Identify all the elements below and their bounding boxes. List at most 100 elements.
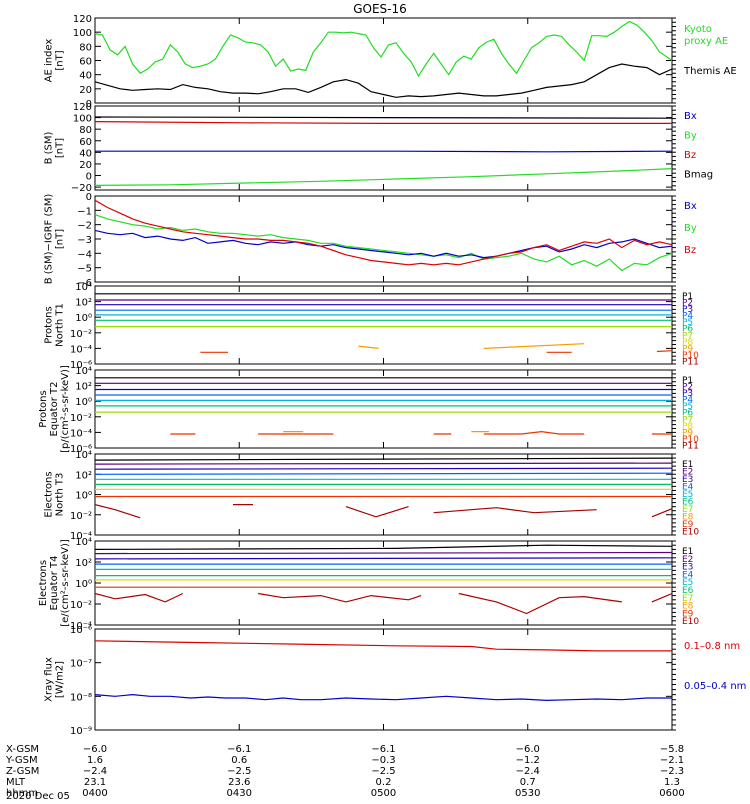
series-line-p10 <box>656 350 672 353</box>
y-tick-label: 100 <box>73 114 92 125</box>
series-line-p10 <box>483 430 585 435</box>
legend-label: P10 <box>682 435 699 445</box>
axis-tick-value: −0.3 <box>371 755 395 766</box>
y-tick-label: 80 <box>79 125 92 136</box>
y-axis-label: [W/m2] <box>55 661 66 698</box>
y-axis-label: B (SM)−IGRF (SM) <box>44 194 55 285</box>
y-tick-label: 120 <box>73 102 92 113</box>
series-line-p9 <box>483 343 585 349</box>
axis-tick-value: 23.6 <box>228 777 250 788</box>
y-tick-label: −1 <box>77 206 92 217</box>
panel-electrons-t3: 10⁴ 10² 10⁰ 10⁻² 10⁻⁴ Electrons North T3 E1E2E3… <box>44 450 700 542</box>
legend-label: By <box>684 223 697 234</box>
y-axis-label: Xray flux <box>44 657 55 702</box>
series-line-e2 <box>95 551 672 555</box>
series-group <box>95 116 672 186</box>
legend-label: proxy AE <box>684 36 728 47</box>
series-line-e9 <box>651 508 672 518</box>
axis-tick-value: 0600 <box>659 788 684 799</box>
legend-label: P8 <box>682 422 693 432</box>
y-tick-label: 10⁻⁹ <box>70 726 92 737</box>
y-tick-label: 0 <box>86 99 92 110</box>
series-line-bx <box>95 150 672 153</box>
y-tick-label: 10⁻² <box>70 413 92 424</box>
legend-label: P9 <box>682 428 693 438</box>
axis-tick-value: 0.6 <box>231 755 247 766</box>
legend-label: P5 <box>682 402 693 412</box>
axis-tick-value: −2.3 <box>660 766 684 777</box>
series-line-e9 <box>651 592 672 603</box>
axis-tick-value: −6.0 <box>516 744 540 755</box>
series-line-bmag <box>95 116 672 119</box>
axis-tick-value: 0530 <box>515 788 540 799</box>
panel-electrons-t4: 10⁴ 10² 10⁰ 10⁻² 10⁻⁴ Electrons Equator T4 [e/(… <box>38 537 699 632</box>
series-line-e1 <box>95 544 672 550</box>
panel-frame <box>94 628 673 731</box>
series-line-bx <box>95 229 672 259</box>
series-group <box>95 20 672 98</box>
legend-label: P11 <box>682 357 699 367</box>
legend-label: E7 <box>682 594 693 604</box>
y-tick-label: 10⁻⁶ <box>70 625 92 636</box>
legend-label: E3 <box>682 475 693 485</box>
axis-tick-value: 0400 <box>82 788 107 799</box>
legend-label: P8 <box>682 338 693 348</box>
series-line-by <box>95 214 672 272</box>
y-tick-label: 10⁻⁴ <box>70 621 92 632</box>
y-tick-label: 10² <box>75 470 92 481</box>
series-line-e9 <box>433 507 597 514</box>
y-tick-label: 10² <box>75 298 92 309</box>
series-line-bz <box>95 121 672 124</box>
legend-label: Themis AE <box>683 66 737 77</box>
y-axis-label: Electrons <box>38 560 49 606</box>
legend-label: E6 <box>682 498 694 508</box>
axis-tick-value: −5.8 <box>660 744 684 755</box>
legend-label: E2 <box>682 555 693 565</box>
axis-row-label: X-GSM <box>6 744 39 755</box>
axis-tick-value: −2.5 <box>227 766 251 777</box>
y-axis-label: [nT] <box>55 138 66 158</box>
y-axis-label: [p/(cm²-s-sr-keV)] <box>60 365 71 453</box>
y-axis-label: North T1 <box>55 303 66 347</box>
series-group <box>95 199 672 272</box>
y-axis-label: North T3 <box>55 473 66 517</box>
legend-label: E6 <box>682 586 694 596</box>
y-axis-label: Protons <box>44 306 55 343</box>
legend-label: E2 <box>682 468 693 478</box>
y-tick-label: −6 <box>77 278 92 289</box>
legend-label: P7 <box>682 415 693 425</box>
y-tick-label: 0 <box>86 192 92 203</box>
series-line-themis-ae <box>95 63 672 98</box>
legend-label: P2 <box>682 383 693 393</box>
legend-label: P3 <box>682 305 693 315</box>
legend-label: P10 <box>682 351 699 361</box>
axis-tick-value: 0.7 <box>520 777 536 788</box>
panel-frame <box>94 195 673 283</box>
legend-label: Bx <box>684 201 697 212</box>
y-tick-label: 10⁻⁴ <box>70 428 92 439</box>
y-tick-label: 20 <box>79 85 92 96</box>
legend-label: P4 <box>682 396 693 406</box>
axis-tick-value: 1.3 <box>664 777 680 788</box>
y-tick-label: 10⁰ <box>75 313 92 324</box>
series-line-0-05-0-4-nm <box>95 693 672 702</box>
y-tick-label: 100 <box>73 28 92 39</box>
y-tick-label: 80 <box>79 42 92 53</box>
legend-label: 0.1–0.8 nm <box>684 641 740 652</box>
legend-label: P6 <box>682 409 693 419</box>
legend-label: Bz <box>684 245 696 256</box>
series-line-e1 <box>95 457 672 461</box>
legend-label: E7 <box>682 505 693 515</box>
legend-label: E10 <box>682 617 699 627</box>
axis-tick-value: −6.0 <box>83 744 107 755</box>
y-tick-label: 10⁴ <box>75 282 92 293</box>
legend-label: E8 <box>682 602 694 612</box>
legend-label: By <box>684 131 697 142</box>
series-group <box>95 293 672 353</box>
series-line-by <box>95 168 672 186</box>
series-line-e9 <box>345 506 409 518</box>
y-axis-label: Equator T2 <box>49 382 60 437</box>
y-tick-label: 10⁻⁴ <box>70 344 92 355</box>
